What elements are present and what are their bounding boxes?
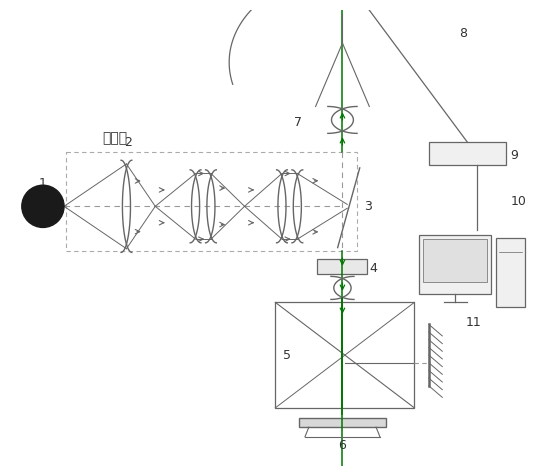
Text: 8: 8 [460, 27, 468, 40]
Bar [275, 302, 415, 408]
Text: 5: 5 [283, 348, 291, 362]
Text: 10: 10 [510, 195, 526, 208]
Text: 4: 4 [369, 262, 377, 275]
Bar [317, 259, 368, 275]
Text: 6: 6 [339, 439, 346, 452]
Text: 1: 1 [39, 177, 47, 189]
Text: 11: 11 [466, 317, 482, 329]
Bar [66, 151, 357, 251]
Text: 9: 9 [510, 149, 518, 162]
Bar [423, 239, 487, 282]
Bar [299, 417, 386, 427]
Text: 2: 2 [125, 136, 132, 149]
Circle shape [22, 185, 64, 228]
Bar [496, 238, 525, 307]
Bar [419, 235, 491, 294]
Text: 3: 3 [364, 200, 372, 213]
Text: 显微镜: 显微镜 [102, 131, 127, 145]
Text: 7: 7 [294, 116, 302, 129]
Bar [429, 142, 506, 165]
